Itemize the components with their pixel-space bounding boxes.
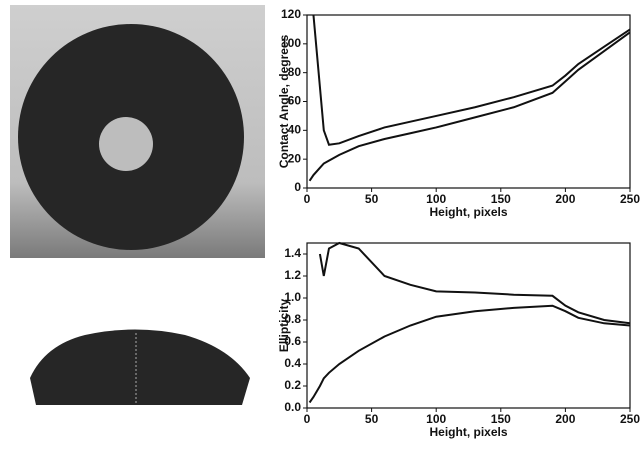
data-line: [308, 31, 631, 182]
y-tick-label: 0.4: [284, 356, 301, 370]
y-tick-label: 80: [288, 65, 302, 79]
y-tick-label: 1.4: [284, 246, 301, 260]
x-tick-label: 250: [620, 412, 640, 426]
y-tick-label: 100: [281, 36, 301, 50]
y-tick-label: 0.8: [284, 312, 301, 326]
x-tick-label: 150: [491, 412, 511, 426]
y-tick-label: 0.6: [284, 334, 301, 348]
y-tick-label: 20: [288, 151, 302, 165]
plot-frame: [306, 14, 631, 189]
data-line: [318, 241, 631, 325]
y-tick-label: 0.0: [284, 400, 301, 414]
drop-profile: [30, 329, 250, 405]
x-tick-label: 50: [365, 412, 379, 426]
y-axis-label: Ellipticity: [277, 299, 291, 353]
data-line: [308, 304, 631, 404]
x-tick-label: 150: [491, 192, 511, 206]
x-tick-label: 200: [555, 192, 575, 206]
x-axis-label: Height, pixels: [429, 425, 507, 439]
x-tick-label: 100: [426, 412, 446, 426]
x-tick-label: 100: [426, 192, 446, 206]
y-tick-label: 60: [288, 94, 302, 108]
y-axis-label: Contact Angle, degrees: [277, 34, 291, 168]
y-tick-label: 0: [294, 180, 301, 194]
drop-center: [99, 117, 153, 171]
y-tick-label: 1.2: [284, 268, 301, 282]
x-tick-label: 250: [620, 192, 640, 206]
x-tick-label: 200: [555, 412, 575, 426]
y-tick-label: 0.2: [284, 378, 301, 392]
y-tick-label: 120: [281, 7, 301, 21]
x-tick-label: 50: [365, 192, 379, 206]
x-tick-label: 0: [304, 192, 311, 206]
data-line: [312, 14, 631, 146]
x-axis-label: Height, pixels: [429, 205, 507, 219]
y-tick-label: 1.0: [284, 290, 301, 304]
x-tick-label: 0: [304, 412, 311, 426]
plot-frame: [306, 242, 631, 409]
y-tick-label: 40: [288, 123, 302, 137]
